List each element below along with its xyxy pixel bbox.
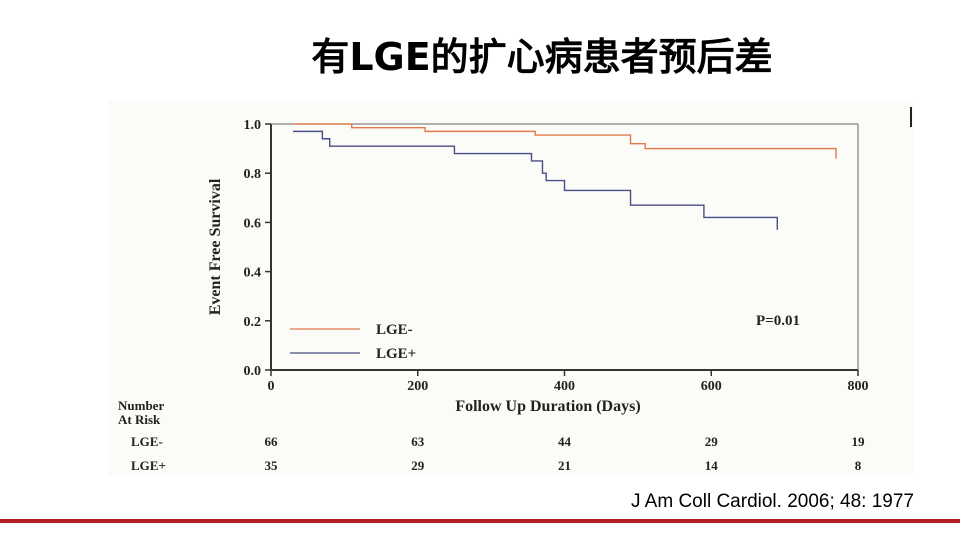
legend-label-lge-neg: LGE- bbox=[376, 322, 413, 338]
km-figure: 0.0 0.2 0.4 0.6 0.8 1.0 0 200 400 600 800 Event F… bbox=[108, 100, 913, 475]
risk-count-lge-pos: 14 bbox=[705, 458, 719, 473]
risk-count-lge-neg: 29 bbox=[705, 434, 719, 449]
series-line-lge-neg bbox=[293, 123, 837, 159]
y-tick-label: 0.4 bbox=[244, 266, 262, 281]
bottom-divider bbox=[0, 519, 960, 523]
slide-edge-mark bbox=[910, 107, 912, 127]
p-value-annotation: P=0.01 bbox=[756, 313, 800, 329]
x-tick-label: 800 bbox=[848, 379, 869, 394]
risk-count-lge-neg: 19 bbox=[852, 434, 866, 449]
risk-table: Number At Risk LGE- LGE+ 66 63 44 29 19 35 29 2… bbox=[118, 398, 865, 473]
legend-label-lge-pos: LGE+ bbox=[376, 346, 416, 362]
y-tick-label: 0.2 bbox=[244, 315, 262, 330]
risk-count-lge-neg: 63 bbox=[411, 434, 425, 449]
x-tick-label: 600 bbox=[701, 379, 722, 394]
risk-row-label-lge-neg: LGE- bbox=[131, 434, 163, 449]
risk-count-lge-pos: 35 bbox=[265, 458, 279, 473]
risk-header-line2: At Risk bbox=[118, 412, 161, 427]
slide-title: 有LGE的扩心病患者预后差 bbox=[311, 35, 773, 79]
risk-header-line1: Number bbox=[118, 398, 164, 413]
risk-count-lge-pos: 21 bbox=[558, 458, 571, 473]
risk-count-lge-neg: 44 bbox=[558, 434, 572, 449]
y-tick-label: 0.8 bbox=[244, 167, 262, 182]
series-line-lge-pos bbox=[293, 130, 778, 230]
x-tick-label: 400 bbox=[554, 379, 575, 394]
risk-count-lge-pos: 8 bbox=[855, 458, 862, 473]
risk-count-lge-pos: 29 bbox=[411, 458, 425, 473]
km-survival-chart: 0.0 0.2 0.4 0.6 0.8 1.0 0 200 400 600 800 Event F… bbox=[118, 118, 869, 473]
y-tick-label: 0.0 bbox=[244, 364, 262, 379]
y-tick-label: 1.0 bbox=[244, 118, 262, 133]
x-axis-title: Follow Up Duration (Days) bbox=[455, 398, 640, 415]
citation: J Am Coll Cardiol. 2006; 48: 1977 bbox=[630, 491, 914, 512]
x-tick-label: 0 bbox=[268, 379, 275, 394]
risk-row-label-lge-pos: LGE+ bbox=[131, 458, 166, 473]
y-tick-label: 0.6 bbox=[244, 216, 262, 231]
risk-count-lge-neg: 66 bbox=[265, 434, 279, 449]
y-axis-title: Event Free Survival bbox=[207, 178, 224, 315]
legend: LGE- LGE+ bbox=[290, 322, 416, 362]
x-tick-label: 200 bbox=[407, 379, 428, 394]
